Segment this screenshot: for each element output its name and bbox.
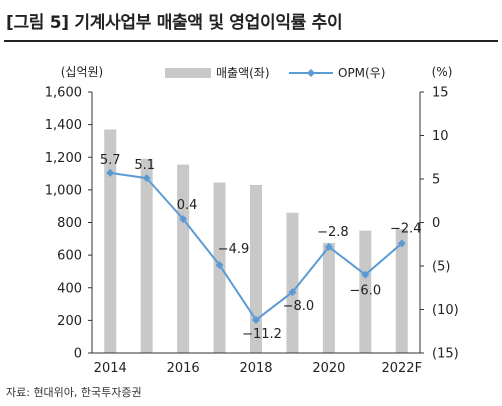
opm-label-2022F: −2.4 — [390, 221, 422, 236]
legend-bar-swatch — [165, 68, 211, 78]
opm-point-2018 — [252, 315, 260, 324]
x-tick-label: 2022F — [381, 361, 422, 376]
opm-point-2021 — [361, 270, 370, 279]
bar-2021 — [359, 230, 372, 353]
opm-point-2022F — [397, 239, 406, 248]
right-tick-label: (10) — [432, 303, 459, 318]
left-tick-label: 0 — [74, 347, 82, 362]
opm-label-2019: −8.0 — [283, 299, 315, 314]
x-tick-label: 2016 — [167, 361, 200, 376]
legend-bar-label: 매출액(좌) — [216, 66, 270, 80]
opm-data-labels: 5.7 5.1 0.4 −4.9 −11.2−8.0 −2.8 −6.0 −2.4 — [100, 153, 422, 342]
opm-label-2016: 0.4 — [177, 198, 198, 213]
right-tick-label: 5 — [432, 173, 440, 188]
bar-2022F — [395, 229, 408, 353]
left-tick-label: 1,400 — [45, 118, 82, 133]
right-tick-label: 10 — [432, 129, 449, 144]
opm-point-2017 — [215, 261, 224, 270]
left-tick-label: 1,200 — [45, 151, 82, 166]
opm-point-2020 — [324, 242, 333, 251]
left-tick-label: 600 — [57, 249, 82, 264]
opm-points — [106, 168, 406, 324]
opm-label-2014: 5.7 — [100, 153, 121, 168]
opm-label-2018: −11.2 — [242, 327, 282, 342]
right-tick-label: 0 — [432, 216, 440, 231]
opm-point-2019 — [288, 288, 297, 297]
left-tick-label: 1,000 — [45, 183, 82, 198]
opm-label-2021: −6.0 — [350, 284, 382, 299]
legend: 매출액(좌) OPM(우) — [165, 66, 385, 80]
title-divider — [4, 40, 498, 42]
bar-2016 — [177, 164, 190, 353]
bar-2019 — [286, 212, 299, 353]
bar-2020 — [322, 242, 335, 353]
right-tick-label: 15 — [432, 86, 449, 101]
opm-point-2016 — [179, 215, 188, 224]
axis-ticks: 0 200 400 600 800 1,000 1,200 1,400 1,600 (15) (10… — [45, 65, 459, 376]
left-tick-label: 200 — [57, 314, 82, 329]
left-tick-label: 800 — [57, 216, 82, 231]
opm-label-2020: −2.8 — [317, 225, 349, 240]
source-note: 자료: 현대위아, 한국투자증권 — [6, 386, 142, 399]
x-tick-label: 2020 — [312, 361, 345, 376]
right-tick-label: (5) — [432, 260, 450, 275]
x-tick-label: 2014 — [94, 361, 127, 376]
opm-label-2017: −4.9 — [218, 242, 250, 257]
right-tick-label: (15) — [432, 347, 459, 362]
opm-point-2014 — [106, 168, 115, 177]
page-title: [그림 5] 기계사업부 매출액 및 영업이익률 추이 — [6, 13, 343, 33]
legend-line-label: OPM(우) — [338, 66, 385, 80]
bar-2015 — [140, 158, 153, 353]
revenue-bars — [104, 129, 408, 353]
left-axis-unit: (십억원) — [61, 65, 103, 79]
bar-2014 — [104, 129, 117, 353]
left-tick-label: 400 — [57, 281, 82, 296]
right-axis-unit: (%) — [432, 65, 453, 79]
x-tick-label: 2018 — [239, 361, 272, 376]
opm-label-2015: 5.1 — [134, 158, 155, 173]
legend-line-marker — [307, 69, 315, 77]
opm-point-2015 — [142, 174, 151, 183]
left-tick-label: 1,600 — [45, 86, 82, 101]
bar-2018 — [250, 184, 262, 353]
